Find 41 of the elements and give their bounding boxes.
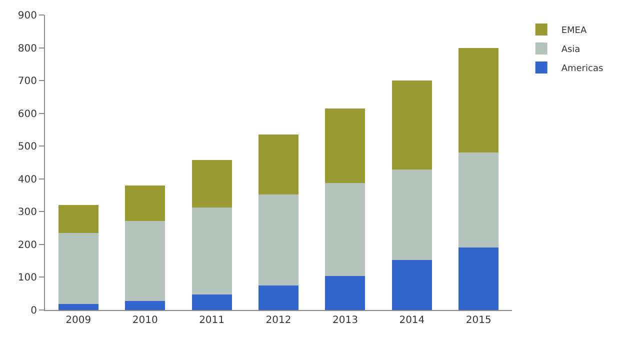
y-tick-label: 900 [18, 10, 37, 22]
x-tick-label: 2010 [132, 315, 158, 326]
y-tick-label: 400 [18, 174, 37, 186]
bar [392, 80, 432, 170]
bar [125, 185, 166, 221]
y-tick-label: 600 [18, 108, 37, 120]
bar [325, 108, 366, 183]
x-tick-label: 2009 [66, 315, 92, 326]
y-tick-label: 300 [18, 207, 37, 218]
bar [192, 294, 232, 310]
y-tick-label: 800 [18, 43, 37, 54]
bar [192, 160, 232, 208]
bar [392, 170, 432, 260]
x-tick-label: 2015 [466, 315, 492, 326]
y-tick-label: 0 [30, 306, 37, 316]
bar [258, 285, 299, 310]
y-tick-label: 500 [18, 142, 37, 153]
bar [58, 232, 98, 304]
bar [125, 220, 166, 301]
bar [125, 300, 166, 310]
bar [458, 48, 499, 153]
x-tick-label: 2012 [266, 315, 292, 326]
bar [392, 260, 432, 310]
bar [325, 182, 366, 276]
legend-label: EMEA [561, 26, 588, 36]
bar [58, 304, 98, 310]
x-tick-label: 2011 [199, 315, 225, 326]
bar [258, 134, 299, 195]
y-tick-label: 100 [18, 272, 37, 284]
legend-label: Asia [561, 45, 580, 56]
y-tick-label: 200 [18, 240, 37, 251]
bar [325, 276, 366, 310]
x-tick-label: 2014 [399, 315, 425, 326]
y-tick-label: 700 [18, 76, 37, 88]
bar [58, 205, 98, 233]
legend-label: Americas [561, 64, 604, 74]
x-tick-label: 2013 [332, 315, 358, 326]
bar [458, 248, 499, 310]
bar [258, 194, 299, 286]
bar [458, 152, 499, 248]
bar [192, 208, 232, 295]
